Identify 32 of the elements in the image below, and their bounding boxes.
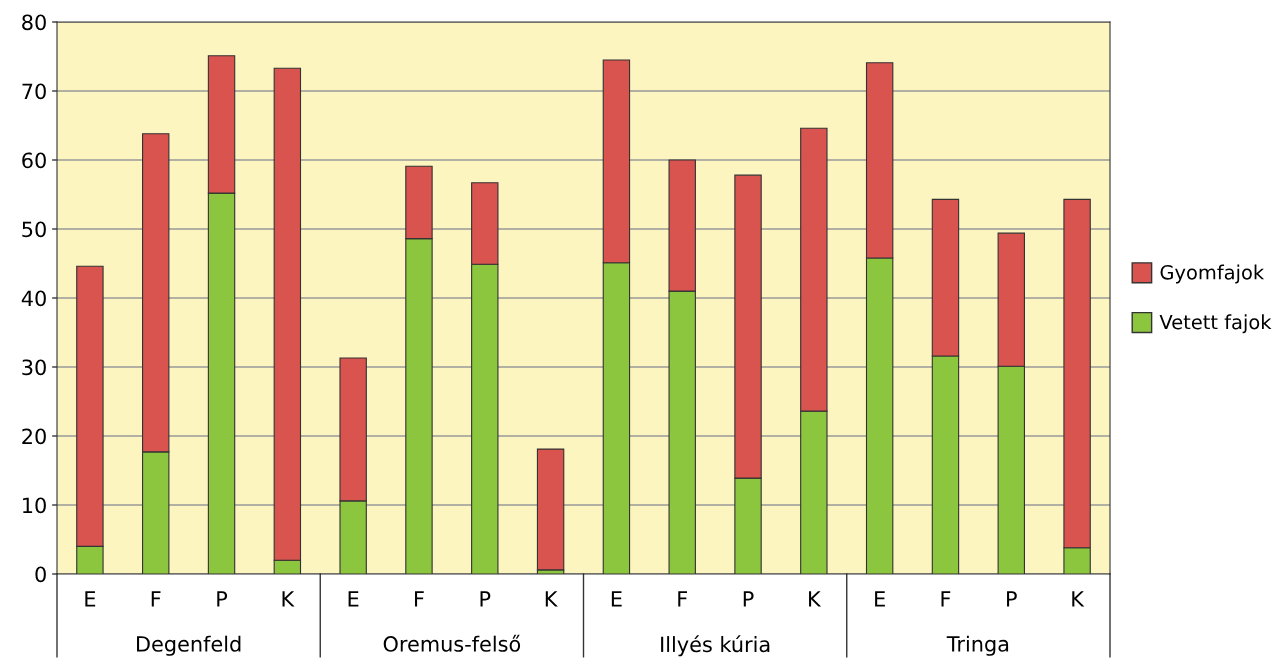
x-tick-label: P — [743, 591, 754, 607]
x-tick-label: E — [875, 591, 885, 607]
x-tick-label: K — [545, 591, 558, 607]
x-tick-label: P — [217, 591, 228, 607]
x-tick-label: E — [85, 591, 96, 607]
y-tick-label: 30 — [22, 359, 46, 376]
x-tick-label: K — [1072, 591, 1085, 607]
x-tick-label: P — [480, 591, 491, 607]
text: Tringa — [946, 635, 1009, 656]
y-tick-label: 80 — [22, 14, 46, 31]
text: Oremus-felső — [383, 634, 521, 652]
y-tick-label: 50 — [22, 221, 46, 238]
legend-label: Vetett fajok — [1159, 314, 1272, 334]
y-tick-label: 70 — [22, 83, 46, 100]
x-tick-label: E — [611, 591, 622, 607]
y-tick-label: 20 — [22, 428, 46, 445]
legend-label: Gyomfajok — [1160, 264, 1265, 284]
x-tick-label: K — [809, 591, 822, 607]
x-tick-label: E — [348, 591, 359, 607]
x-tick-label: F — [415, 591, 424, 607]
x-tick-label: P — [1007, 591, 1017, 607]
y-tick-label: 10 — [23, 497, 46, 514]
x-tick-label: F — [678, 591, 687, 607]
x-tick-label: F — [941, 591, 951, 607]
text: Illyés kúria — [661, 635, 770, 657]
bar — [536, 448, 565, 571]
x-tick-label: K — [282, 591, 295, 607]
x-tick-label: F — [151, 591, 161, 607]
y-tick-label: 60 — [22, 152, 46, 169]
text: Degenfeld — [137, 635, 241, 656]
y-tick-label: 40 — [21, 290, 46, 307]
y-tick-label: 0 — [35, 566, 46, 583]
